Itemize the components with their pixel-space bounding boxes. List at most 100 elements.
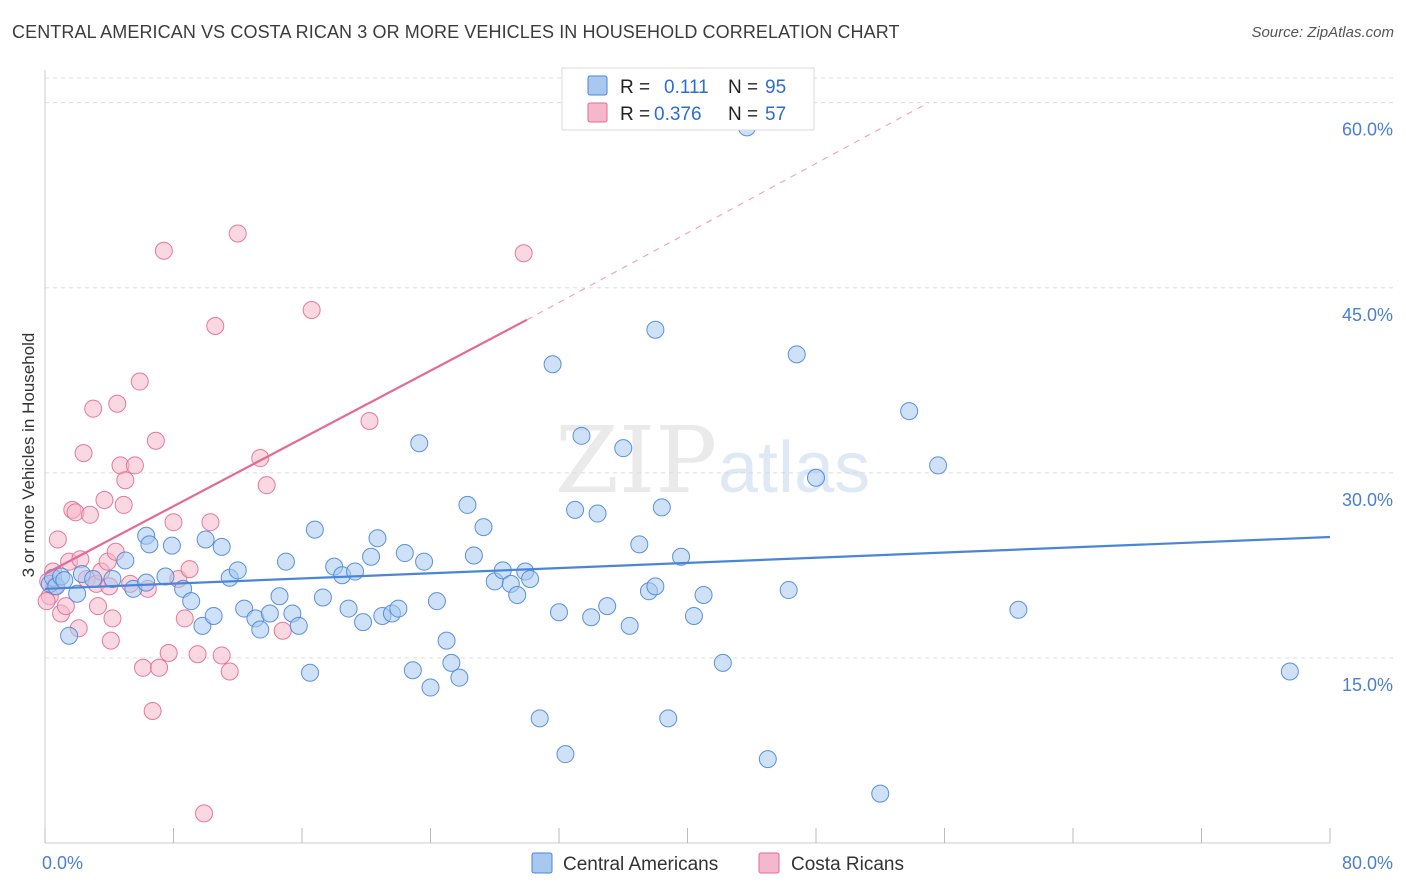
point-costa-rican — [95, 490, 114, 509]
point-costa-rican — [74, 444, 93, 463]
point-central-american — [116, 551, 135, 570]
point-central-american — [646, 577, 665, 596]
point-costa-rican — [257, 476, 276, 495]
point-central-american — [871, 784, 890, 803]
legend-r-value-blue: 0.111 — [664, 77, 709, 98]
point-central-american — [68, 584, 87, 603]
point-costa-rican — [201, 513, 220, 532]
x-tick-marks — [44, 828, 1331, 843]
point-central-american — [543, 355, 562, 374]
point-central-american — [162, 536, 181, 555]
point-central-american — [437, 631, 456, 650]
point-central-american — [458, 495, 477, 514]
point-central-american — [508, 585, 527, 604]
point-costa-rican — [195, 804, 214, 823]
stats-legend: R = 0.111 N = 95 R = 0.376 N = 57 — [561, 67, 815, 131]
point-costa-rican — [130, 372, 149, 391]
point-central-american — [572, 426, 591, 445]
point-costa-rican — [125, 456, 144, 475]
bottom-legend-swatch-blue — [531, 852, 553, 874]
point-central-american — [521, 569, 540, 588]
point-central-american — [313, 588, 332, 607]
point-central-american — [103, 569, 122, 588]
point-central-american — [684, 606, 703, 625]
point-central-american — [140, 535, 159, 554]
point-costa-rican — [180, 560, 199, 579]
point-costa-rican — [84, 399, 103, 418]
point-costa-rican — [514, 244, 533, 263]
point-central-american — [672, 547, 691, 566]
legend-r-value-pink: 0.376 — [654, 104, 702, 125]
bottom-legend-label-pink: Costa Ricans — [791, 854, 904, 875]
y-tick-label: 30.0% — [1342, 490, 1393, 510]
point-central-american — [807, 468, 825, 487]
y-tick-label: 45.0% — [1342, 305, 1393, 325]
point-central-american — [251, 620, 270, 639]
point-central-american — [260, 604, 279, 623]
trend-lines — [44, 102, 1331, 590]
legend-r-label-blue: R = — [620, 77, 650, 98]
point-central-american — [758, 750, 777, 769]
point-costa-rican — [150, 658, 169, 677]
point-central-american — [659, 709, 678, 728]
point-costa-rican — [143, 701, 162, 720]
point-costa-rican — [206, 317, 225, 336]
bottom-legend-swatch-pink — [758, 852, 780, 874]
point-central-american — [1009, 600, 1028, 619]
point-central-american — [421, 678, 440, 697]
point-central-american — [630, 535, 649, 554]
point-costa-rican — [212, 646, 231, 665]
point-central-american — [276, 552, 295, 571]
point-costa-rican — [133, 658, 152, 677]
point-central-american — [779, 581, 798, 600]
point-central-american — [1280, 662, 1299, 681]
point-central-american — [530, 709, 549, 728]
legend-swatch-pink — [587, 102, 608, 123]
point-central-american — [566, 500, 585, 519]
point-costa-rican — [164, 513, 183, 532]
point-costa-rican — [48, 530, 67, 549]
trend-line-central-americans — [44, 535, 1331, 590]
point-central-american — [646, 320, 665, 339]
point-central-american — [598, 597, 617, 616]
watermark-atlas: atlas — [718, 428, 870, 508]
series-legend: Central Americans Costa Ricans — [531, 852, 904, 875]
point-central-american — [156, 567, 175, 586]
point-central-american — [694, 585, 713, 604]
y-tick-label: 15.0% — [1342, 675, 1393, 695]
legend-swatch-blue — [587, 75, 608, 96]
point-central-american — [204, 606, 223, 625]
bottom-legend-label-blue: Central Americans — [563, 854, 718, 875]
point-costa-rican — [273, 621, 292, 640]
point-costa-rican — [101, 631, 120, 650]
watermark-zip: ZIP — [555, 407, 717, 514]
point-central-american — [389, 599, 408, 618]
point-costa-rican — [146, 431, 165, 450]
point-central-american — [228, 561, 247, 580]
y-tick-label: 60.0% — [1342, 120, 1393, 140]
point-central-american — [415, 552, 434, 571]
point-central-american — [403, 661, 422, 680]
point-costa-rican — [80, 505, 99, 524]
point-central-american — [339, 599, 358, 618]
point-central-american — [450, 668, 469, 687]
point-central-american — [652, 498, 671, 517]
point-costa-rican — [103, 609, 122, 628]
legend-r-label-pink: R = — [620, 104, 650, 125]
point-central-american — [582, 608, 601, 627]
x-tick-label-max: 80.0% — [1342, 853, 1393, 873]
chart-source: Source: ZipAtlas.com — [1251, 24, 1394, 41]
series-costa-ricans — [37, 224, 533, 823]
legend-n-value-pink: 57 — [765, 104, 786, 125]
point-central-american — [305, 520, 324, 539]
point-central-american — [588, 504, 607, 523]
point-costa-rican — [108, 394, 127, 413]
x-tick-label-min: 0.0% — [42, 853, 83, 873]
legend-n-label-pink: N = — [728, 104, 758, 125]
legend-n-label-blue: N = — [728, 77, 758, 98]
point-costa-rican — [360, 412, 379, 431]
point-central-american — [787, 345, 806, 364]
point-costa-rican — [188, 645, 207, 664]
point-central-american — [212, 537, 231, 556]
